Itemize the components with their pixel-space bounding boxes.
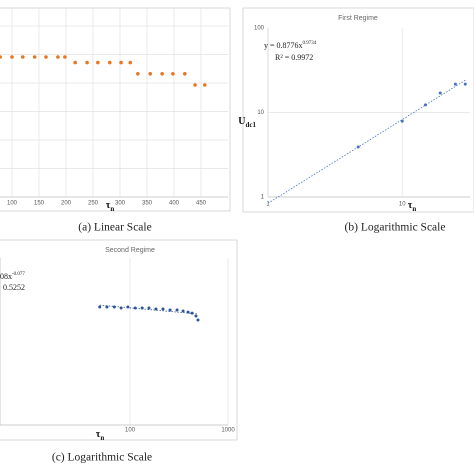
axis-label: τn (408, 200, 417, 212)
equation-exponent: -0.077 (12, 272, 25, 277)
data-point (56, 55, 60, 59)
data-point (136, 72, 140, 76)
data-point (161, 307, 165, 311)
trendline (267, 79, 466, 204)
caption: (b) Logarithmic Scale (345, 222, 446, 234)
chart-title: Second Regime (105, 247, 155, 254)
data-point (175, 308, 179, 312)
x-tick-label: 150 (34, 201, 45, 207)
data-point (423, 103, 427, 107)
caption: (c) Logarithmic Scale (52, 452, 152, 464)
trendline (99, 304, 199, 315)
data-point (112, 305, 116, 309)
x-tick-label: 1000 (221, 428, 235, 434)
data-point (119, 60, 123, 65)
data-point (463, 82, 467, 86)
x-tick-label: 100 (7, 201, 18, 207)
equation-exponent: 0.9734 (303, 41, 317, 46)
x-tick-label: 450 (196, 201, 207, 207)
data-point (96, 60, 100, 65)
data-point (193, 83, 197, 87)
chart-frame (0, 7, 231, 212)
r-squared: 0.5252 (3, 283, 25, 292)
y-tick-label: 100 (254, 26, 265, 32)
data-point (128, 60, 133, 65)
data-point (21, 55, 25, 59)
axis-label: Udc1 (238, 116, 256, 128)
data-point (202, 83, 207, 87)
data-point (32, 55, 37, 59)
chart-frame (242, 7, 474, 213)
data-point (400, 119, 404, 123)
data-point (147, 306, 151, 310)
data-point (63, 55, 67, 59)
data-point (194, 314, 198, 318)
equation: 08x-0.077 (0, 272, 25, 281)
data-point (181, 309, 185, 313)
data-point (119, 306, 123, 310)
data-point (0, 55, 2, 59)
data-point (73, 60, 77, 65)
x-tick-label: 250 (88, 201, 99, 207)
equation-text: 08x (0, 272, 12, 281)
data-point (10, 55, 14, 59)
chart-frame (0, 239, 238, 441)
data-point (133, 306, 137, 310)
data-point (154, 307, 158, 311)
label-symbol: τ (96, 429, 101, 440)
y-tick-label: 1 (261, 195, 265, 201)
data-point (196, 318, 200, 322)
data-point (44, 55, 48, 59)
data-point (105, 305, 109, 309)
data-point (98, 305, 102, 309)
x-tick-label: 400 (169, 201, 180, 207)
data-point (453, 82, 457, 86)
x-tick-label: 200 (61, 201, 72, 207)
y-tick-label: 10 (257, 110, 264, 116)
chart-title: First Regime (338, 15, 378, 22)
x-tick-label: 350 (142, 201, 153, 207)
x-tick-label: 100 (125, 428, 136, 434)
label-sub: dc1 (246, 121, 257, 129)
data-point (85, 60, 89, 65)
data-point (107, 60, 112, 65)
label-symbol: U (238, 116, 245, 127)
axis-label: τn (106, 200, 115, 212)
label-sub: n (110, 205, 114, 213)
data-point (148, 72, 153, 76)
data-point (438, 91, 442, 95)
x-tick-label: 300 (115, 201, 126, 207)
data-point (140, 306, 144, 310)
data-point (168, 308, 172, 312)
data-point (186, 310, 190, 314)
x-tick-label: 1 (266, 202, 270, 208)
axis-label: τn (96, 429, 105, 441)
label-sub: n (100, 434, 104, 442)
equation: y = 0.8776x0.9734 (264, 41, 317, 50)
label-symbol: τ (106, 200, 111, 211)
caption: (a) Linear Scale (78, 222, 151, 234)
data-point (190, 311, 194, 315)
data-point (171, 72, 175, 76)
data-point (183, 72, 187, 76)
data-point (126, 305, 130, 309)
label-sub: n (412, 205, 416, 213)
label-symbol: τ (408, 200, 413, 211)
data-point (356, 145, 360, 149)
data-point (160, 72, 164, 76)
equation-text: y = 0.8776x (264, 41, 303, 50)
x-tick-label: 10 (399, 202, 406, 208)
r-squared: R² = 0.9972 (275, 53, 313, 62)
